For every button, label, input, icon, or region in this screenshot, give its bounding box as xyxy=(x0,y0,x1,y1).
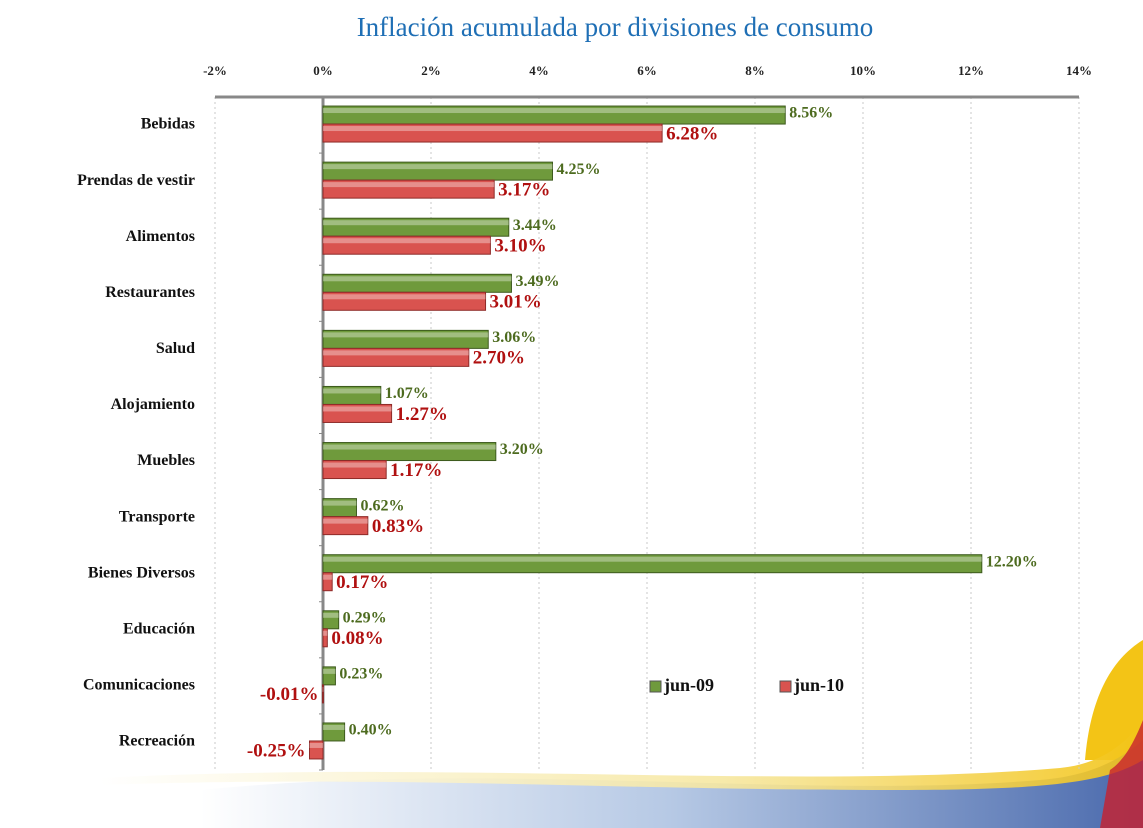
category-label: Bebidas xyxy=(141,116,195,133)
bar xyxy=(322,403,393,423)
background-swoosh xyxy=(100,640,1143,828)
bar xyxy=(322,666,336,686)
bar-highlight xyxy=(323,332,489,338)
category-label: Comunicaciones xyxy=(83,677,195,694)
value-label: 3.20% xyxy=(500,441,544,458)
x-tick-label: 0% xyxy=(313,63,333,78)
x-tick-label: 2% xyxy=(421,63,441,78)
bar-highlight xyxy=(323,238,491,244)
category-label: Recreación xyxy=(119,733,195,750)
bar-highlight xyxy=(323,276,512,282)
value-label: -0.01% xyxy=(260,684,319,705)
value-label: 3.44% xyxy=(513,217,557,234)
value-label: 0.23% xyxy=(339,666,383,683)
bar xyxy=(321,684,324,704)
category-label: Restaurantes xyxy=(105,284,195,301)
bar xyxy=(322,235,491,255)
bar xyxy=(322,347,470,367)
bar xyxy=(322,179,495,199)
bar xyxy=(322,442,497,462)
bar-highlight xyxy=(309,742,323,748)
x-tick-label: 10% xyxy=(850,63,876,78)
value-label: 1.27% xyxy=(396,404,448,425)
value-label: -0.25% xyxy=(247,740,306,761)
bar-highlight xyxy=(323,518,368,524)
value-label: 3.01% xyxy=(490,292,542,313)
legend-label: jun-10 xyxy=(793,675,844,695)
value-label: 0.17% xyxy=(336,572,388,593)
value-label: 2.70% xyxy=(473,348,525,369)
x-tick-label: 12% xyxy=(958,63,984,78)
value-label: 0.40% xyxy=(349,722,393,739)
bar-highlight xyxy=(323,500,357,506)
category-label: Salud xyxy=(156,340,195,357)
value-label: 0.29% xyxy=(343,609,387,626)
category-label: Prendas de vestir xyxy=(77,172,195,189)
bar-highlight xyxy=(323,108,786,114)
bar-highlight xyxy=(323,724,345,730)
value-label: 8.56% xyxy=(789,105,833,122)
bar-highlight xyxy=(322,686,324,692)
value-label: 6.28% xyxy=(666,123,718,144)
x-tick-label: -2% xyxy=(203,63,227,78)
bar-highlight xyxy=(323,406,392,412)
bar-highlight xyxy=(323,388,381,394)
bar-highlight xyxy=(323,556,982,562)
bar xyxy=(322,722,346,742)
bar xyxy=(322,291,487,311)
bar xyxy=(322,460,387,480)
bar xyxy=(322,516,369,536)
bar-highlight xyxy=(323,220,509,226)
bar-highlight xyxy=(323,630,328,636)
bar-highlight xyxy=(323,294,486,300)
x-tick-label: 14% xyxy=(1066,63,1092,78)
bar xyxy=(322,554,983,574)
value-label: 0.62% xyxy=(360,497,404,514)
legend-swatch xyxy=(649,680,662,693)
bar-highlight xyxy=(323,182,495,188)
category-label: Alojamiento xyxy=(111,396,195,413)
value-label: 3.10% xyxy=(494,236,546,257)
value-label: 3.06% xyxy=(492,329,536,346)
value-label: 0.08% xyxy=(331,628,383,649)
value-label: 3.17% xyxy=(498,179,550,200)
value-label: 3.49% xyxy=(515,273,559,290)
bar-highlight xyxy=(323,350,469,356)
bar xyxy=(309,740,324,760)
value-label: 1.17% xyxy=(390,460,442,481)
category-label: Alimentos xyxy=(126,228,195,245)
x-tick-label: 6% xyxy=(637,63,657,78)
bar xyxy=(322,628,328,648)
bar-highlight xyxy=(323,164,553,170)
bar-highlight xyxy=(323,462,387,468)
value-label: 4.25% xyxy=(557,161,601,178)
bar xyxy=(322,572,333,592)
category-label: Bienes Diversos xyxy=(88,564,195,581)
category-label: Muebles xyxy=(137,452,195,469)
bar xyxy=(322,610,340,630)
chart-title: Inflación acumulada por divisiones de co… xyxy=(357,12,874,42)
bar-highlight xyxy=(323,574,333,580)
bar-highlight xyxy=(323,444,496,450)
x-tick-label: 8% xyxy=(745,63,765,78)
bar-highlight xyxy=(323,612,339,618)
value-label: 1.07% xyxy=(385,385,429,402)
bar-highlight xyxy=(323,126,663,132)
value-label: 0.83% xyxy=(372,516,424,537)
category-label: Educación xyxy=(123,620,195,637)
x-tick-label: 4% xyxy=(529,63,549,78)
value-label: 12.20% xyxy=(986,553,1038,570)
bar-highlight xyxy=(323,668,336,674)
bar xyxy=(322,123,663,143)
legend-swatch xyxy=(779,680,792,693)
category-label: Transporte xyxy=(119,508,195,525)
legend-label: jun-09 xyxy=(663,675,714,695)
